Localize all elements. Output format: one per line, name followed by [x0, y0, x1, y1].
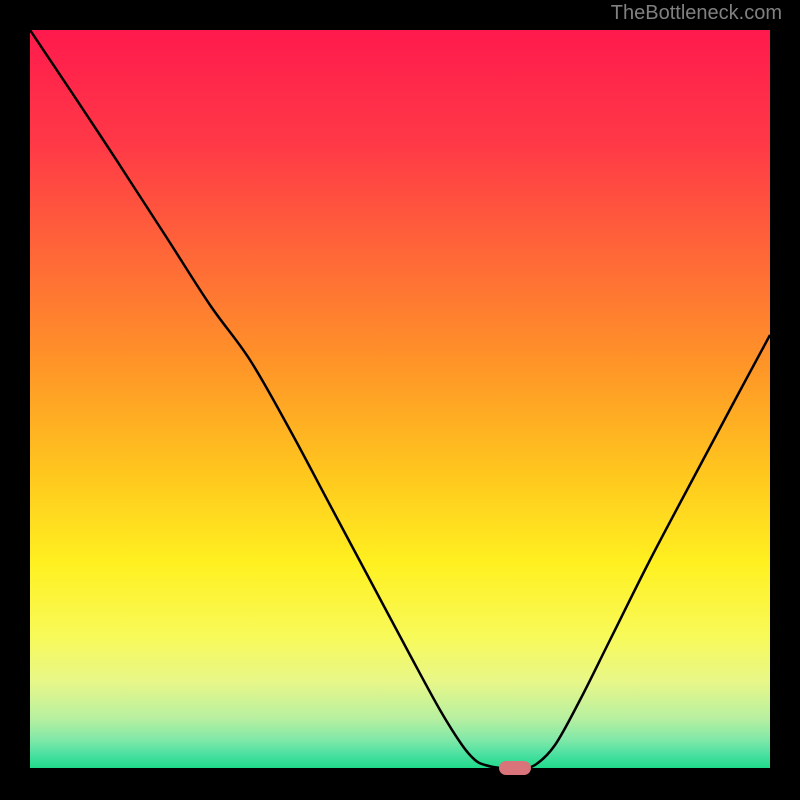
watermark-text: TheBottleneck.com: [611, 2, 782, 25]
chart-svg: [30, 30, 770, 770]
gradient-background: [30, 30, 770, 770]
optimal-marker: [499, 761, 531, 775]
